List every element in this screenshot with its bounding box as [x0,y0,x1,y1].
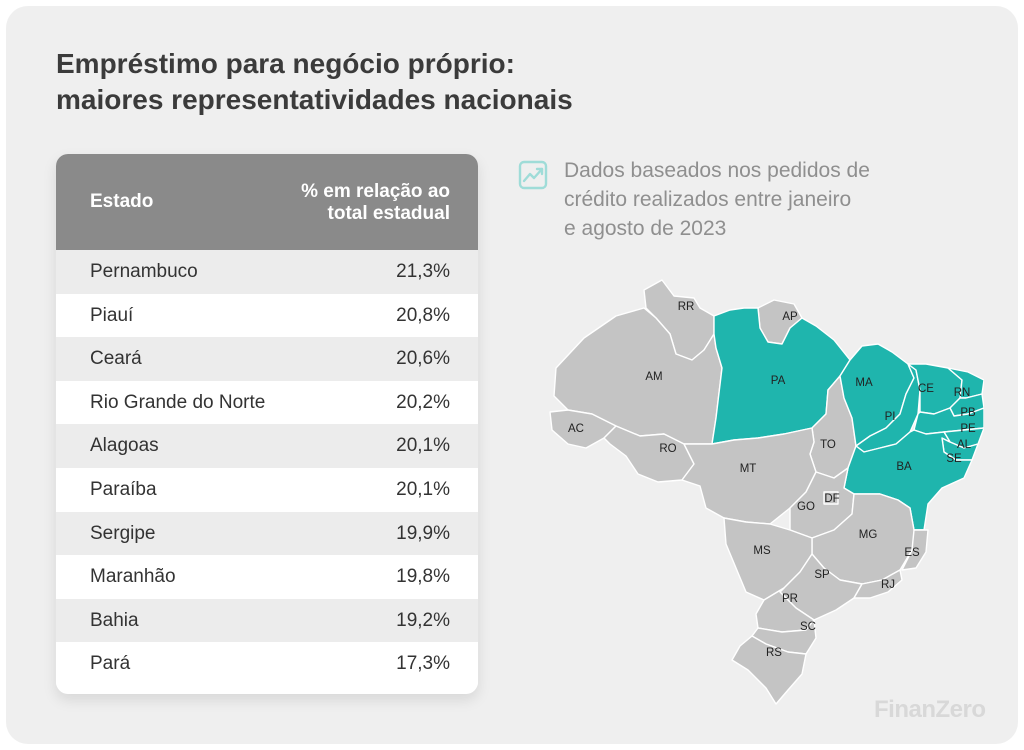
row-state: Piauí [90,304,134,326]
state-rs [731,635,807,705]
title-line-2: maiores representatividades nacionais [56,84,573,115]
line-chart-icon [518,160,548,190]
row-state: Pernambuco [90,261,198,282]
label-pe: PE [960,423,976,435]
row-percent: 19,2% [396,609,450,631]
row-percent: 19,9% [396,522,450,544]
brand-logo: FinanZero [874,696,986,723]
brazil-map: RR AP AM PA MA CE RN PB PE AL SE PI AC R… [549,279,984,705]
label-ro: RO [659,443,676,455]
row-percent: 21,3% [396,261,450,282]
label-pa: PA [771,375,786,387]
row-state: Bahia [90,609,139,631]
header-percent-line-1: % em relação ao [301,181,450,202]
state-df [823,491,839,505]
label-rs: RS [766,647,782,659]
label-rr: RR [678,301,695,313]
label-sp: SP [814,569,830,581]
row-state: Sergipe [90,522,156,544]
table-row: Rio Grande do Norte 20,2% [56,380,478,425]
label-ma: MA [855,377,873,389]
row-percent: 17,3% [396,653,450,675]
table-body: Pernambuco 21,3% Piauí 20,8% Ceará 20,6% Ri… [56,250,478,686]
label-es: ES [904,547,920,559]
label-ap: AP [782,311,798,323]
label-se: SE [946,453,962,465]
label-rj: RJ [881,579,895,591]
label-pi: PI [885,411,896,423]
row-percent: 20,8% [396,304,450,326]
row-state: Paraíba [90,478,157,500]
row-state: Maranhão [90,566,176,588]
state-ro [603,425,695,483]
label-ac: AC [568,423,584,435]
table-row: Pará 17,3% [56,642,478,686]
title-line-1: Empréstimo para negócio próprio: [56,48,515,79]
table-row: Paraíba 20,1% [56,467,478,512]
note-line-2: crédito realizados entre janeiro [564,188,852,211]
table-row: Pernambuco 21,3% [56,250,478,294]
label-sc: SC [800,621,816,633]
table-row: Alagoas 20,1% [56,424,478,468]
label-go: GO [797,501,815,513]
row-state: Alagoas [90,435,159,457]
row-percent: 20,1% [396,478,450,500]
ranking-table: Estado % em relação ao total estadual Pe… [56,154,478,694]
table-header: Estado % em relação ao total estadual [56,154,478,250]
row-state: Pará [90,653,131,675]
label-ms: MS [753,545,771,557]
label-pr: PR [782,593,798,605]
row-percent: 20,1% [396,435,450,457]
header-percent: % em relação ao total estadual [230,181,450,225]
header-percent-line-2: total estadual [327,203,450,224]
row-state: Ceará [90,348,142,370]
page-title: Empréstimo para negócio próprio: maiores… [56,46,756,118]
state-rj [853,569,903,599]
label-mt: MT [740,463,757,475]
label-mg: MG [859,529,878,541]
label-pb: PB [960,407,976,419]
label-al: AL [957,439,972,451]
label-to: TO [820,439,836,451]
table-row: Maranhão 19,8% [56,555,478,599]
infographic-card: Empréstimo para negócio próprio: maiores… [6,6,1018,744]
label-ba: BA [896,461,912,473]
state-es [901,529,929,571]
table-row: Bahia 19,2% [56,598,478,643]
header-state: Estado [90,191,154,212]
note-line-1: Dados baseados nos pedidos de [564,159,870,182]
row-percent: 20,2% [396,391,450,413]
table-row: Sergipe 19,9% [56,511,478,556]
row-percent: 20,6% [396,348,450,370]
row-state: Rio Grande do Norte [90,391,266,413]
label-rn: RN [954,387,971,399]
label-df: DF [824,493,839,505]
table-row: Piauí 20,8% [56,293,478,338]
row-percent: 19,8% [396,566,450,588]
note-line-3: e agosto de 2023 [564,217,727,240]
table-row: Ceará 20,6% [56,337,478,381]
note-text: Dados baseados nos pedidos de crédito re… [564,156,934,243]
state-sp [779,553,863,621]
label-ce: CE [918,383,934,395]
label-am: AM [645,371,662,383]
